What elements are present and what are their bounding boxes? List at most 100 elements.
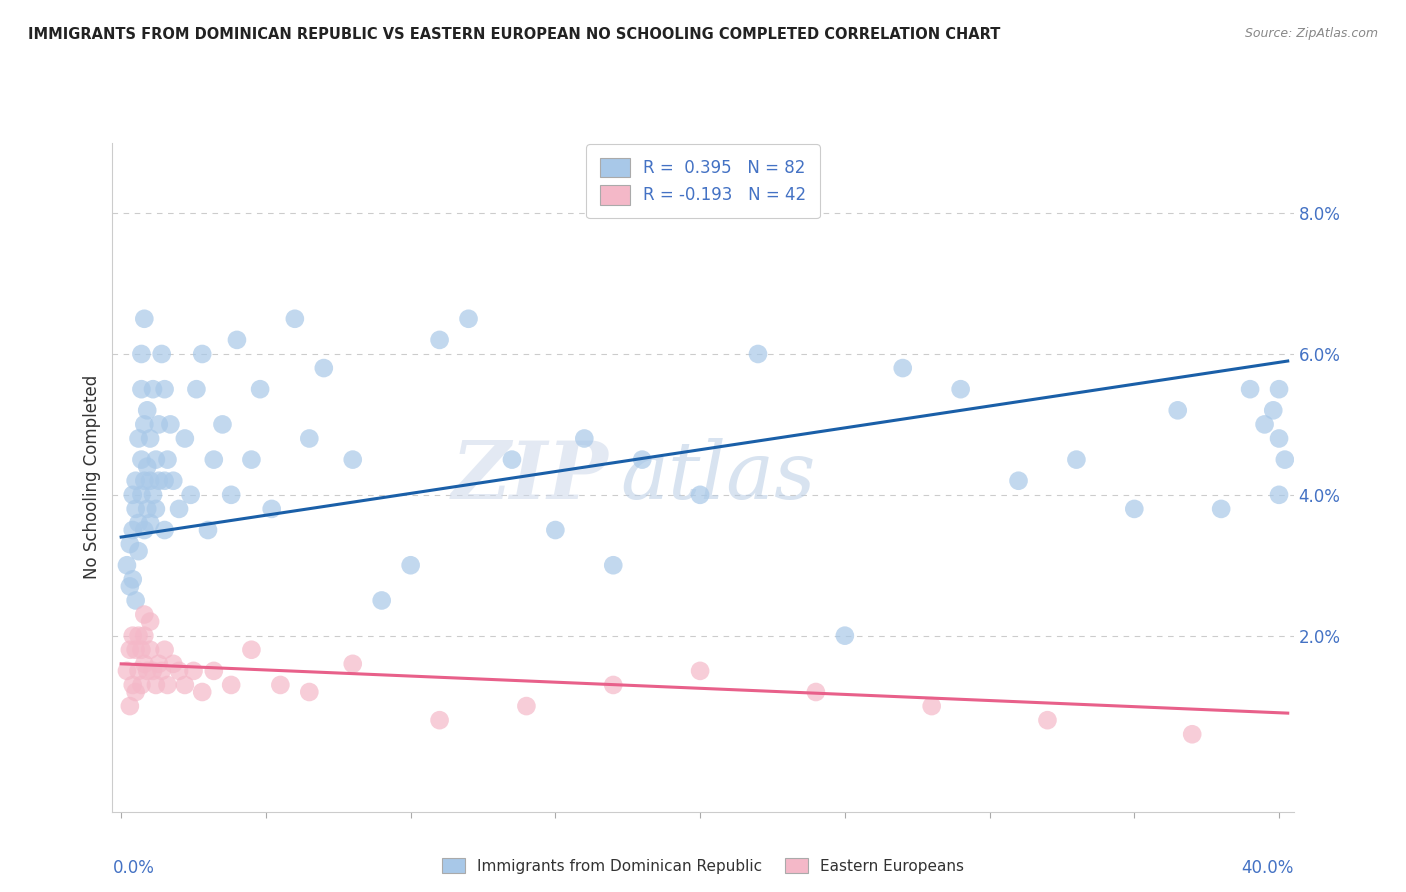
Point [180, 488, 202, 502]
Point [134, 474, 156, 488]
Legend: R =  0.395   N = 82, R = -0.193   N = 42: R = 0.395 N = 82, R = -0.193 N = 42 [586, 145, 820, 218]
Point [1239, 382, 1261, 396]
Point [150, 347, 173, 361]
Point [134, 417, 156, 432]
Point [1274, 452, 1296, 467]
Point [124, 474, 146, 488]
Point [153, 474, 176, 488]
Point [226, 333, 249, 347]
Point [1268, 488, 1291, 502]
Point [153, 523, 176, 537]
Point [134, 657, 156, 671]
Point [136, 664, 159, 678]
Point [145, 502, 167, 516]
Point [1007, 474, 1029, 488]
Point [145, 452, 167, 467]
Point [134, 629, 156, 643]
Point [153, 382, 176, 396]
Point [804, 685, 827, 699]
Point [118, 642, 141, 657]
Point [167, 502, 190, 516]
Point [197, 523, 219, 537]
Point [747, 347, 769, 361]
Point [148, 417, 170, 432]
Point [370, 593, 392, 607]
Point [342, 657, 364, 671]
Text: 40.0%: 40.0% [1241, 858, 1294, 877]
Point [153, 642, 176, 657]
Point [128, 629, 150, 643]
Point [121, 572, 143, 586]
Point [602, 678, 624, 692]
Point [1181, 727, 1204, 741]
Point [118, 699, 141, 714]
Point [219, 488, 242, 502]
Point [131, 382, 153, 396]
Text: Source: ZipAtlas.com: Source: ZipAtlas.com [1244, 27, 1378, 40]
Point [128, 544, 150, 558]
Point [183, 664, 205, 678]
Point [121, 629, 143, 643]
Point [162, 474, 184, 488]
Point [1167, 403, 1189, 417]
Point [134, 311, 156, 326]
Point [834, 629, 856, 643]
Point [115, 558, 138, 573]
Point [219, 678, 242, 692]
Point [186, 382, 208, 396]
Point [298, 432, 321, 446]
Point [134, 607, 156, 622]
Y-axis label: No Schooling Completed: No Schooling Completed [83, 376, 101, 579]
Point [142, 488, 165, 502]
Point [949, 382, 972, 396]
Point [128, 432, 150, 446]
Point [131, 488, 153, 502]
Legend: Immigrants from Dominican Republic, Eastern Europeans: Immigrants from Dominican Republic, East… [436, 852, 970, 880]
Point [136, 459, 159, 474]
Point [162, 657, 184, 671]
Point [284, 311, 307, 326]
Point [139, 516, 162, 530]
Point [1268, 432, 1291, 446]
Point [139, 642, 162, 657]
Point [136, 502, 159, 516]
Point [1123, 502, 1146, 516]
Point [148, 657, 170, 671]
Point [921, 699, 943, 714]
Point [118, 537, 141, 551]
Text: IMMIGRANTS FROM DOMINICAN REPUBLIC VS EASTERN EUROPEAN NO SCHOOLING COMPLETED CO: IMMIGRANTS FROM DOMINICAN REPUBLIC VS EA… [28, 27, 1001, 42]
Point [124, 642, 146, 657]
Point [121, 678, 143, 692]
Point [115, 664, 138, 678]
Point [298, 685, 321, 699]
Point [159, 417, 181, 432]
Point [1263, 403, 1285, 417]
Point [148, 474, 170, 488]
Point [501, 452, 523, 467]
Point [131, 347, 153, 361]
Point [191, 685, 214, 699]
Point [249, 382, 271, 396]
Point [124, 685, 146, 699]
Point [131, 642, 153, 657]
Point [131, 678, 153, 692]
Point [1066, 452, 1088, 467]
Point [139, 474, 162, 488]
Point [173, 678, 195, 692]
Point [156, 452, 179, 467]
Point [260, 502, 283, 516]
Point [121, 523, 143, 537]
Point [142, 382, 165, 396]
Point [689, 488, 711, 502]
Point [1211, 502, 1233, 516]
Point [156, 678, 179, 692]
Point [574, 432, 596, 446]
Point [131, 452, 153, 467]
Point [128, 516, 150, 530]
Point [429, 333, 451, 347]
Point [544, 523, 567, 537]
Point [515, 699, 537, 714]
Point [134, 523, 156, 537]
Text: atlas: atlas [620, 439, 815, 516]
Point [429, 713, 451, 727]
